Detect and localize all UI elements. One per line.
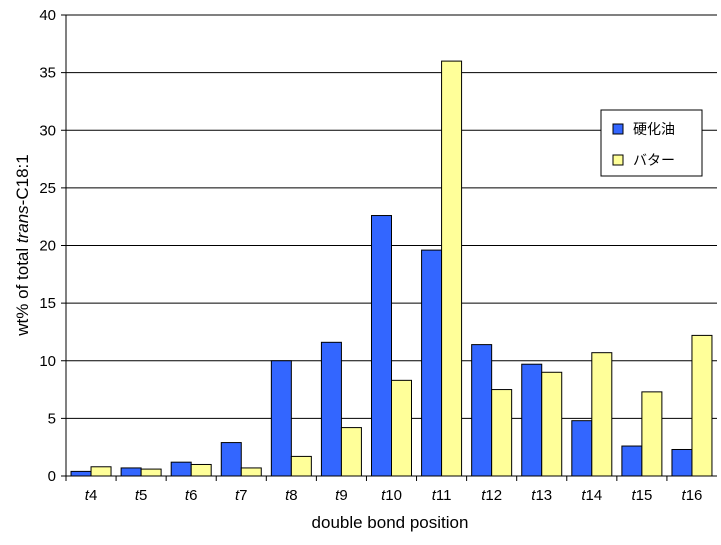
bar-hardened-oil-t7	[220, 442, 242, 477]
bar-butter-t5	[140, 468, 162, 477]
y-tick-label: 30	[39, 122, 56, 139]
y-tick-label: 35	[39, 65, 56, 82]
bar-butter-t7	[240, 467, 262, 477]
x-tick-label: t11	[432, 487, 452, 504]
bar-hardened-oil-t6	[170, 461, 192, 477]
y-tick-label: 15	[39, 295, 56, 312]
x-tick-label: t5	[135, 487, 148, 504]
x-tick-label: t13	[531, 487, 552, 504]
legend: 硬化油 バター	[600, 109, 703, 177]
bar-hardened-oil-t13	[521, 363, 543, 477]
bar-hardened-oil-t8	[270, 360, 292, 477]
bar-butter-t11	[441, 60, 463, 477]
legend-label-butter: バター	[633, 153, 675, 169]
bar-hardened-oil-t15	[621, 445, 643, 477]
bar-butter-t4	[90, 466, 112, 477]
y-tick-label: 25	[39, 180, 56, 197]
y-tick-label: 40	[39, 7, 56, 24]
x-axis-title: double bond position	[312, 513, 469, 532]
x-tick-label: t14	[581, 487, 602, 504]
bar-hardened-oil-t14	[571, 420, 593, 477]
x-tick-label: t4	[85, 487, 98, 504]
y-tick-label: 10	[39, 353, 56, 370]
bar-hardened-oil-t10	[371, 215, 392, 477]
y-axis-title-suffix: -C18:1	[13, 154, 32, 205]
bar-butter-t16	[691, 334, 713, 477]
x-tick-label: t12	[481, 487, 502, 504]
bar-butter-t9	[340, 427, 362, 477]
x-tick-label: t15	[631, 487, 652, 504]
x-tick-label: t9	[335, 487, 348, 504]
legend-swatch-butter	[612, 154, 624, 166]
bar-hardened-oil-t4	[70, 470, 92, 477]
y-tick-labels: 0 5 10 15 20 25 30 35 40	[39, 7, 66, 485]
bar-butter-t13	[541, 371, 563, 477]
legend-label-hardened-oil: 硬化油	[633, 122, 675, 138]
y-tick-label: 5	[48, 410, 56, 427]
y-axis-title-prefix: wt% of total	[13, 243, 32, 337]
y-axis-title: wt% of total trans-C18:1	[13, 154, 32, 336]
bar-butter-t8	[290, 455, 312, 477]
legend-swatch-hardened-oil	[612, 123, 624, 135]
x-tick-label: t7	[235, 487, 248, 504]
x-tick-labels: t4 t5 t6 t7 t8 t9 t10 t11 t12 t13 t14 t15 t16	[85, 487, 703, 504]
bar-butter-t15	[641, 391, 663, 477]
y-tick-label: 20	[39, 238, 56, 255]
bar-butter-t12	[491, 389, 513, 477]
bar-hardened-oil-t16	[671, 448, 693, 477]
bar-butter-t6	[190, 463, 212, 477]
y-axis-title-italic: trans	[13, 205, 32, 243]
x-tick-label: t16	[682, 487, 703, 504]
y-tick-label: 0	[48, 468, 56, 485]
x-tick-label: t8	[285, 487, 298, 504]
bar-hardened-oil-t11	[421, 249, 443, 477]
bar-hardened-oil-t12	[471, 344, 493, 477]
x-tick-label: t10	[381, 487, 402, 504]
x-tick-label: t6	[185, 487, 198, 504]
bar-hardened-oil-t9	[320, 341, 342, 477]
bar-butter-t14	[591, 352, 613, 477]
bar-butter-t10	[391, 379, 412, 477]
bar-hardened-oil-t5	[120, 467, 142, 477]
